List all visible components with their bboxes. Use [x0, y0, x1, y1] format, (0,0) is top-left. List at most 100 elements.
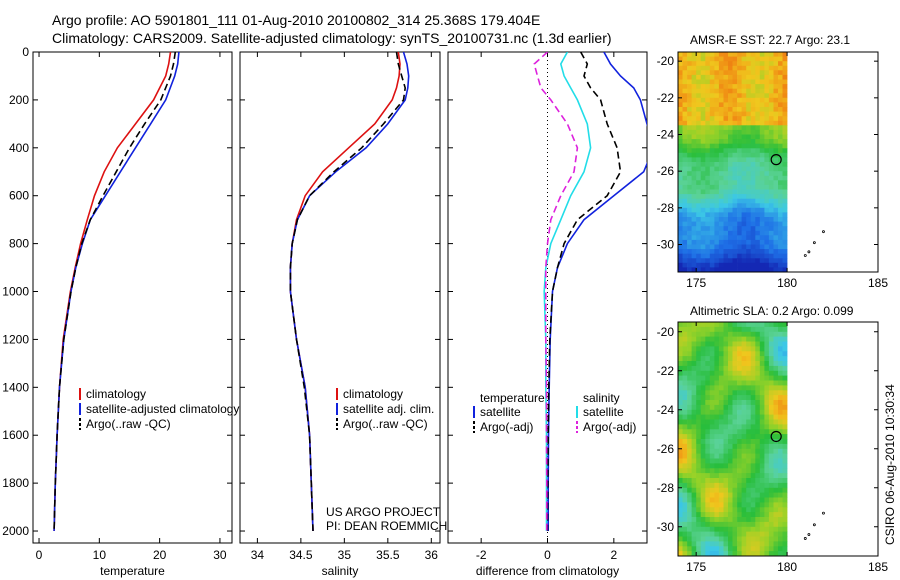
sla_map-heat-cell	[678, 434, 683, 440]
sst_map-heat-cell	[764, 97, 770, 103]
sla_map-heat-cell	[709, 541, 715, 547]
sst_map-heat-cell	[759, 262, 765, 268]
sla_map-heat-cell	[714, 512, 720, 518]
sla_map-heat-cell	[768, 478, 774, 484]
sst_map-heat-cell	[728, 166, 733, 172]
salinity-legend-entry: climatology	[343, 387, 403, 401]
sst_map-heat-cell	[732, 129, 738, 135]
sla_map-heat-cell	[732, 517, 738, 523]
sst_map-heat-cell	[741, 258, 747, 264]
sla_map-heat-cell	[700, 541, 706, 547]
sla_map-heat-cell	[709, 380, 715, 386]
sst_map-heat-cell	[773, 239, 779, 245]
sla_map-heat-cell	[700, 346, 706, 352]
sst_map-heat-cell	[755, 97, 761, 103]
sla_map-heat-cell	[746, 458, 752, 464]
sla_map-heat-cell	[687, 512, 692, 518]
sst_map-heat-cell	[755, 102, 761, 108]
sst_map-heat-cell	[741, 249, 747, 255]
sla_map-heat-cell	[764, 370, 770, 377]
sst_map-heat-cell	[768, 221, 774, 227]
depth-tick-label: 1800	[2, 476, 29, 490]
sst_map-heat-cell	[705, 230, 711, 236]
sst_map-heat-cell	[768, 171, 774, 177]
sst_map-heat-cell	[782, 129, 788, 135]
sla_map-heat-cell	[696, 414, 702, 420]
sst_map-heat-cell	[682, 175, 688, 181]
sla_map-heat-cell	[728, 322, 733, 328]
sla_map-heat-cell	[678, 409, 683, 416]
sla_map-heat-cell	[714, 551, 720, 557]
sla_map-heat-cell	[741, 453, 747, 459]
temperature-profile-panel: 0 10 20 30020040060080010001200140016001800…	[2, 45, 239, 578]
sst_map-heat-cell	[728, 61, 733, 67]
sst_map-heat-cell	[709, 107, 715, 112]
sst_map-heat-cell	[705, 134, 711, 140]
sla_map-heat-cell	[723, 482, 729, 489]
sla_map-heat-cell	[718, 551, 724, 557]
sst_map-heat-cell	[737, 203, 742, 209]
sst_map-heat-cell	[718, 262, 724, 268]
sst_map-heat-cell	[755, 221, 761, 227]
sla_map-heat-cell	[764, 448, 770, 455]
sla_map-heat-cell	[696, 458, 702, 464]
sst_map-heat-cell	[768, 97, 774, 103]
sst_map-heat-cell	[687, 111, 692, 117]
sla_map-heat-cell	[746, 517, 752, 523]
sst_map-heat-cell	[750, 226, 756, 232]
sla_map-heat-cell	[764, 478, 770, 484]
sst_map-heat-cell	[755, 230, 761, 236]
temperature-x-axis-label: temperature	[100, 564, 165, 578]
sla_map-heat-cell	[750, 375, 756, 381]
sst_map-heat-cell	[755, 249, 761, 255]
sla_map-heat-cell	[773, 346, 779, 352]
temperature-x-tick-label: 0	[36, 548, 43, 562]
sst_map-heat-cell	[737, 111, 742, 117]
sst_map-heat-cell	[741, 267, 747, 273]
sst_map-heat-cell	[700, 217, 706, 222]
sst_map-heat-cell	[682, 88, 688, 94]
sla_map-title: Altimetric SLA: 0.2 Argo: 0.099	[690, 304, 854, 318]
sla_map-heat-cell	[737, 517, 742, 523]
sla_map-heat-cell	[778, 434, 783, 440]
sla_map-heat-cell	[709, 502, 715, 508]
sla_map-heat-cell	[782, 492, 788, 498]
sla_map-heat-cell	[782, 482, 788, 489]
sla_map-heat-cell	[768, 443, 774, 450]
sla_map-heat-cell	[718, 473, 724, 479]
pi-annotation: PI: DEAN ROEMMICH	[326, 519, 447, 533]
sla_map-heat-cell	[682, 331, 688, 338]
sst_map-heat-cell	[723, 203, 729, 209]
sla_map-heat-cell	[768, 322, 774, 328]
sla_map-heat-cell	[696, 453, 702, 459]
sst_map-heat-cell	[759, 230, 765, 236]
sst_map-heat-cell	[700, 226, 706, 232]
sst_map-heat-cell	[737, 102, 742, 108]
sla_map-heat-cell	[723, 331, 729, 338]
sla_map-heat-cell	[750, 385, 756, 391]
sla_map-heat-cell	[700, 478, 706, 484]
sst_map-heat-cell	[732, 74, 738, 80]
sla_map-heat-cell	[741, 331, 747, 338]
sst_map-heat-cell	[759, 166, 765, 172]
sla_map-heat-cell	[778, 385, 783, 391]
sst_map-heat-cell	[764, 88, 770, 94]
depth-tick-label: 1600	[2, 428, 29, 442]
sla_map-heat-cell	[687, 351, 692, 357]
sst_map-heat-cell	[696, 61, 702, 67]
sst_map-heat-cell	[746, 217, 752, 222]
depth-tick-label: 1400	[2, 380, 29, 394]
sst_map-heat-cell	[714, 189, 720, 195]
sst_map-heat-cell	[782, 88, 788, 94]
sla_map-heat-cell	[718, 429, 724, 435]
sla_map-heat-cell	[755, 404, 761, 411]
sst_map-heat-cell	[678, 175, 683, 181]
sst_map-heat-cell	[691, 180, 697, 186]
sst_map-heat-cell	[759, 258, 765, 264]
sla_map-heat-cell	[687, 395, 692, 401]
sla_map-heat-cell	[718, 521, 724, 528]
sst_map-heat-cell	[746, 189, 752, 195]
sst_map-heat-cell	[764, 125, 770, 131]
sla_map-heat-cell	[741, 541, 747, 547]
sla_map-heat-cell	[678, 326, 683, 333]
